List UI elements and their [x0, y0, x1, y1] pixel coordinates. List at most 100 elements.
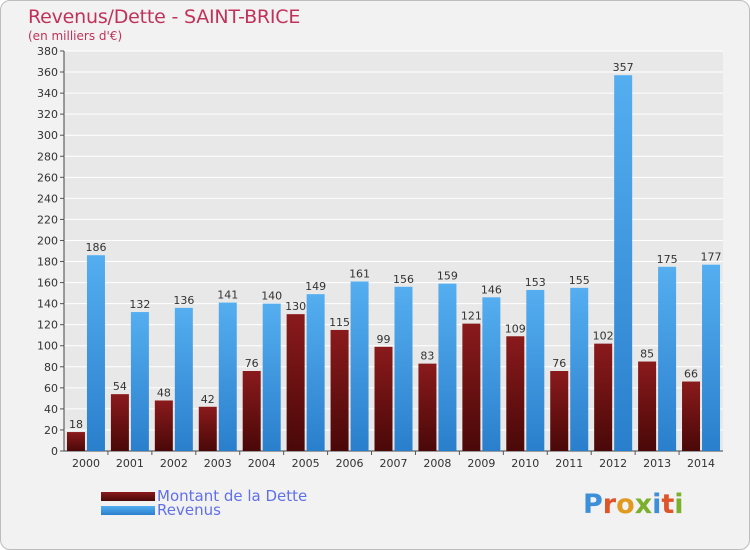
- data-label-dette: 18: [69, 418, 83, 431]
- data-label-dette: 85: [640, 348, 654, 361]
- bar-revenus: [482, 297, 501, 451]
- bar-dette: [638, 361, 657, 451]
- y-tick-label: 80: [44, 361, 58, 374]
- bar-dette: [110, 394, 129, 451]
- chart-subtitle: (en milliers d'€): [28, 29, 123, 43]
- data-label-dette: 83: [420, 350, 434, 363]
- bar-dette: [198, 406, 217, 451]
- data-label-revenus: 175: [657, 253, 678, 266]
- data-label-revenus: 149: [305, 280, 326, 293]
- bar-revenus: [174, 307, 193, 451]
- legend-label-dette: Montant de la Dette: [157, 487, 308, 505]
- y-tick-label: 300: [37, 129, 58, 142]
- bar-dette: [374, 346, 393, 451]
- bars: [66, 75, 721, 452]
- data-label-revenus: 146: [481, 283, 502, 296]
- data-label-revenus: 140: [261, 290, 282, 303]
- bar-dette: [242, 371, 261, 451]
- y-tick-label: 100: [37, 340, 58, 353]
- bar-dette: [154, 400, 173, 451]
- bar-revenus: [658, 266, 677, 451]
- x-tick-label: 2012: [599, 457, 627, 470]
- y-tick-label: 240: [37, 192, 58, 205]
- data-label-revenus: 186: [85, 241, 106, 254]
- bar-revenus: [350, 281, 369, 451]
- data-label-dette: 99: [377, 333, 391, 346]
- data-label-dette: 76: [552, 357, 566, 370]
- bar-revenus: [438, 283, 457, 451]
- x-tick-label: 2003: [204, 457, 232, 470]
- data-label-revenus: 132: [129, 298, 150, 311]
- y-tick-label: 260: [37, 171, 58, 184]
- data-label-dette: 76: [245, 357, 259, 370]
- grid-lines: [64, 50, 723, 452]
- bar-revenus: [526, 289, 545, 451]
- y-tick-label: 380: [37, 45, 58, 58]
- data-label-revenus: 156: [393, 273, 414, 286]
- bar-revenus: [86, 255, 105, 451]
- logo-letter: t: [661, 489, 675, 520]
- legend-label-revenus: Revenus: [157, 501, 221, 519]
- data-label-dette: 130: [285, 300, 306, 313]
- x-tick-label: 2002: [160, 457, 188, 470]
- y-tick-label: 220: [37, 213, 58, 226]
- logo-letter: i: [652, 489, 662, 520]
- bar-dette: [594, 343, 613, 451]
- bar-revenus: [394, 286, 413, 451]
- axes: 0 20 40 60 80 100 120 140 160 180 200 220 240 260 280 3…: [37, 45, 723, 470]
- plot-area: [64, 51, 723, 451]
- data-label-dette: 54: [113, 380, 127, 393]
- x-tick-label: 2005: [292, 457, 320, 470]
- bar-dette: [682, 381, 701, 451]
- y-tick-label: 60: [44, 382, 58, 395]
- bar-revenus: [130, 312, 149, 451]
- data-label-revenus: 177: [701, 251, 722, 264]
- data-label-dette: 66: [684, 368, 698, 381]
- logo-letter: i: [674, 489, 684, 520]
- bar-dette: [550, 371, 569, 451]
- x-tick-label: 2013: [643, 457, 671, 470]
- y-tick-label: 160: [37, 277, 58, 290]
- data-label-dette: 115: [329, 316, 350, 329]
- legend-swatch-revenus: [101, 506, 155, 515]
- y-tick-label: 200: [37, 234, 58, 247]
- data-label-dette: 121: [461, 310, 482, 323]
- x-tick-label: 2010: [511, 457, 539, 470]
- bar-revenus: [614, 75, 633, 452]
- data-label-dette: 42: [201, 393, 215, 406]
- data-label-dette: 48: [157, 386, 171, 399]
- y-tick-label: 120: [37, 319, 58, 332]
- data-label-revenus: 141: [217, 289, 238, 302]
- data-label-dette: 109: [505, 322, 526, 335]
- x-tick-label: 2008: [423, 457, 451, 470]
- bar-revenus: [702, 264, 721, 451]
- logo-letter: x: [634, 489, 653, 520]
- bar-revenus: [306, 294, 325, 451]
- x-tick-label: 2006: [336, 457, 364, 470]
- data-label-revenus: 161: [349, 268, 370, 281]
- data-label-revenus: 136: [173, 294, 194, 307]
- data-label-dette: 102: [593, 330, 614, 343]
- x-tick-label: 2014: [687, 457, 715, 470]
- x-tick-label: 2004: [248, 457, 276, 470]
- bar-dette: [286, 314, 305, 451]
- y-tick-label: 0: [51, 445, 58, 458]
- y-tick-label: 140: [37, 298, 58, 311]
- logo-letter: o: [616, 489, 635, 520]
- data-label-revenus: 155: [569, 274, 590, 287]
- bar-dette: [462, 323, 481, 451]
- x-tick-label: 2009: [467, 457, 495, 470]
- bar-revenus: [262, 303, 281, 451]
- x-tick-label: 2001: [116, 457, 144, 470]
- y-tick-label: 40: [44, 403, 58, 416]
- y-tick-label: 340: [37, 87, 58, 100]
- x-tick-label: 2007: [380, 457, 408, 470]
- data-label-revenus: 357: [613, 61, 634, 74]
- y-tick-label: 320: [37, 108, 58, 121]
- y-tick-label: 280: [37, 150, 58, 163]
- y-tick-label: 180: [37, 256, 58, 269]
- x-tick-label: 2011: [555, 457, 583, 470]
